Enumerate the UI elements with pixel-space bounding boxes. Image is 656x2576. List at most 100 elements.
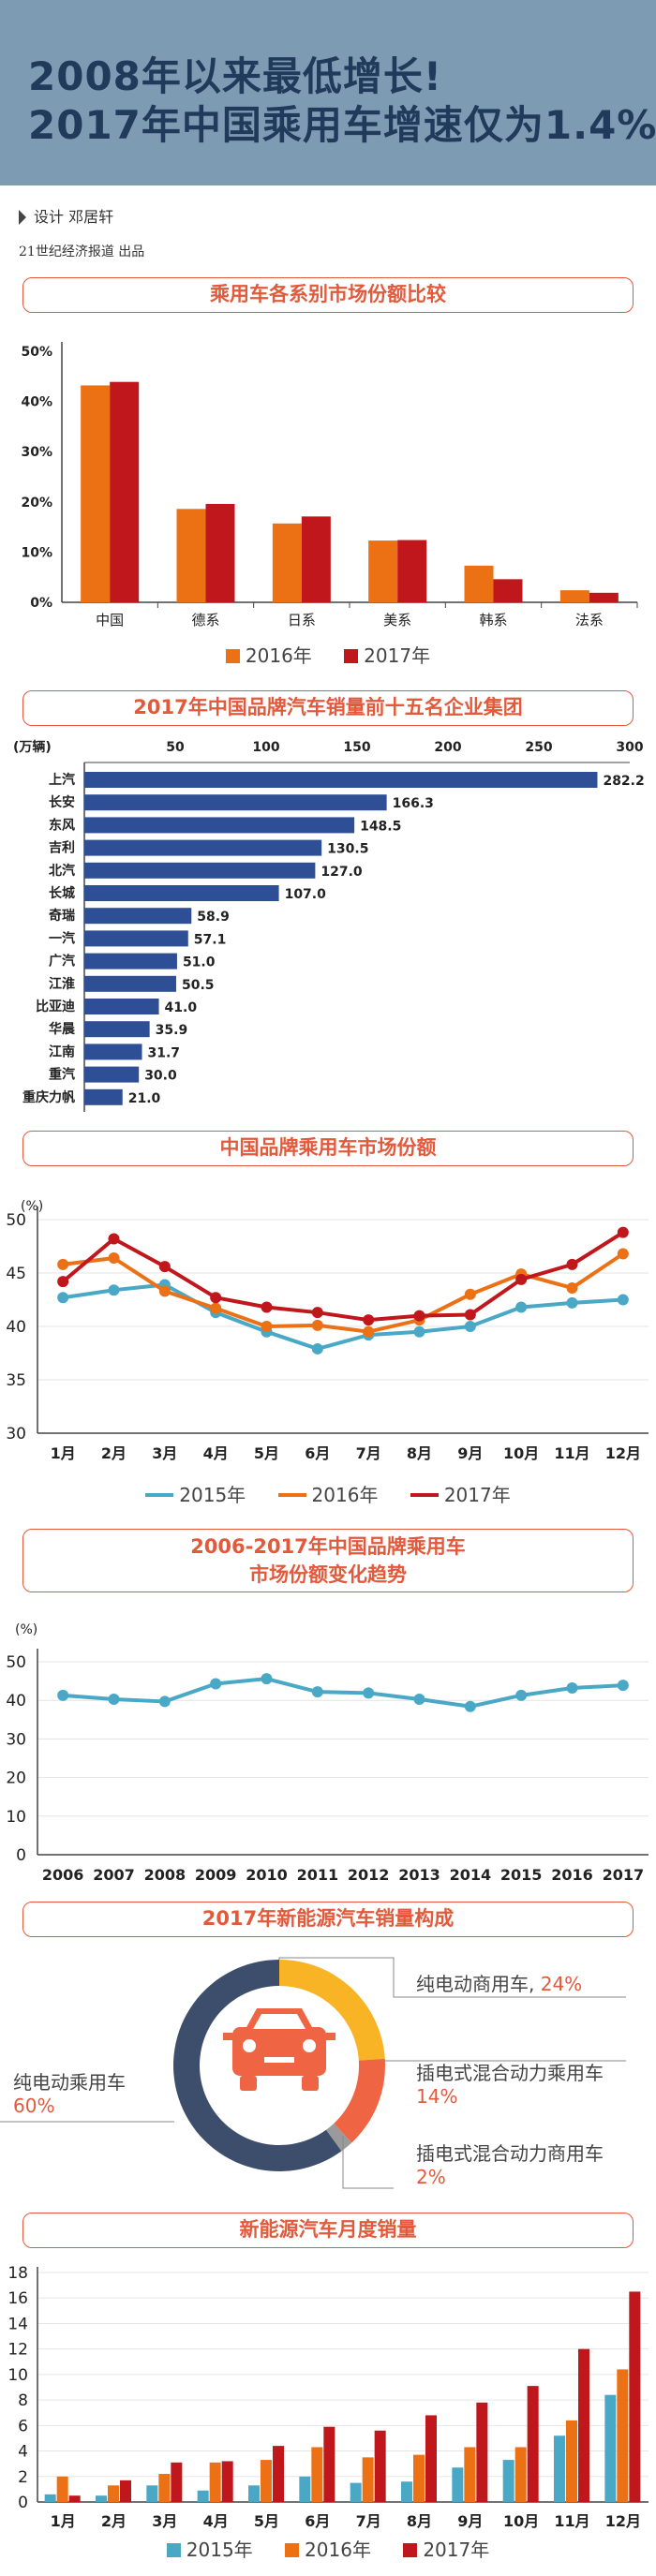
data-point-2016年-11月 (566, 1281, 578, 1294)
donut-label-name: 纯电动商用车, (416, 1973, 535, 1995)
bar-2016年-日系 (272, 523, 302, 602)
page-title-line1: 2008年以来最低增长! (28, 53, 443, 99)
y-tick-label: 40% (21, 395, 52, 410)
bar-2017年-1月 (68, 2495, 81, 2502)
x-tick-label: 8月 (407, 2512, 432, 2530)
data-point-中国品牌-2012 (363, 1687, 375, 1699)
category-label: 北汽 (49, 863, 75, 879)
y-tick-label: 30% (21, 445, 52, 460)
bar-2015年-5月 (248, 2485, 260, 2502)
donut-label-phev-passenger: 插电式混合动力乘用车 14% (416, 2058, 604, 2108)
bar-2015年-3月 (146, 2485, 158, 2502)
y-tick-label: 50% (21, 345, 52, 360)
data-point-2017年-6月 (311, 1307, 323, 1319)
bar-2017年-12月 (629, 2291, 641, 2502)
legend-item-2015: 2015年 (166, 2535, 253, 2562)
legend-label: 2016年 (245, 644, 312, 667)
data-point-中国品牌-2010 (261, 1673, 273, 1685)
section-title-line2: 市场份额变化趋势 (249, 1563, 407, 1586)
value-label: 148.5 (360, 819, 401, 834)
x-tick-label: 12月 (605, 2512, 641, 2530)
bar-2015年-6月 (299, 2476, 311, 2502)
bar-2016年-中国 (81, 385, 111, 602)
y-tick-label: 0 (18, 2494, 28, 2512)
x-tick-label: 2013 (398, 1866, 440, 1884)
category-label: 江淮 (49, 976, 75, 992)
value-label: 51.0 (183, 955, 216, 970)
bar-2017年-韩系 (493, 579, 523, 602)
value-label: 35.9 (156, 1023, 188, 1038)
x-tick-label: 韩系 (479, 612, 507, 629)
data-point-中国品牌-2007 (108, 1693, 120, 1705)
x-tick-label: 德系 (191, 612, 219, 629)
value-label: 41.0 (165, 1000, 198, 1015)
y-tick-label: 10 (6, 1808, 26, 1827)
bar-奇瑞 (84, 908, 192, 925)
legend-swatch (285, 2543, 300, 2557)
y-tick-label: 30 (6, 1425, 26, 1443)
bar-东风 (84, 817, 355, 834)
x-tick-label: 4月 (203, 1444, 229, 1462)
publisher-credit: 21世纪经济报道 出品 (19, 244, 145, 259)
bar-2017年-5月 (273, 2446, 284, 2502)
nev-monthly-chart: 0 2 4 6 8 10 12 14 16 18 1月 2月 3月 4月 5月 6月 7月 8月 9月 10月 11月 1… (7, 2264, 649, 2530)
data-point-中国品牌-2011 (311, 1686, 323, 1698)
y-tick-label: 50 (6, 1211, 26, 1230)
donut-slice-纯电动商用车 (279, 1960, 385, 2061)
bar-广汽 (84, 953, 177, 970)
leader-line (342, 2136, 394, 2189)
data-point-2017年-7月 (363, 1314, 375, 1326)
value-label: 130.5 (327, 842, 368, 857)
data-point-2017年-8月 (413, 1310, 425, 1322)
data-point-2017年-4月 (210, 1292, 222, 1304)
legend-item-2016: 2016年 (225, 641, 312, 668)
y-tick-label: 12 (7, 2341, 28, 2360)
x-tick-label: 2010 (246, 1866, 288, 1884)
section-title-nev-composition: 2017年新能源汽车销量构成 (22, 1902, 634, 1937)
data-point-2015年-10月 (515, 1301, 528, 1313)
x-tick-label: 12月 (605, 1444, 641, 1462)
category-label: 一汽 (49, 930, 75, 946)
unit-label: (万辆) (13, 739, 52, 755)
donut-slice-插电式混合动力乘用车 (334, 2058, 385, 2143)
bar-2017年-4月 (221, 2461, 233, 2502)
y-tick-label: 16 (7, 2289, 28, 2308)
y-axis-unit: (%) (15, 1622, 37, 1637)
x-tick-label: 日系 (288, 612, 316, 629)
legend-item-2017: 2017年 (410, 1480, 511, 1507)
bar-2016年-9月 (464, 2447, 476, 2502)
data-point-2017年-5月 (261, 1301, 273, 1313)
value-label: 31.7 (147, 1045, 180, 1060)
data-point-2016年-2月 (108, 1252, 120, 1265)
legend-swatch (410, 1493, 439, 1497)
series-line-中国品牌 (63, 1677, 623, 1709)
legend-label: 2015年 (186, 2539, 253, 2561)
data-point-2017年-2月 (108, 1233, 120, 1245)
category-label: 比亚迪 (36, 999, 75, 1014)
x-tick-label: 1月 (51, 2512, 76, 2530)
category-label: 江南 (49, 1044, 75, 1059)
bar-2015年-2月 (96, 2495, 107, 2502)
bar-2016年-5月 (261, 2460, 272, 2502)
data-point-2016年-12月 (617, 1248, 629, 1260)
y-tick-label: 40 (6, 1318, 26, 1337)
bar-2015年-1月 (44, 2494, 56, 2502)
x-tick-label: 2012 (348, 1866, 390, 1884)
x-tick-label: 2007 (93, 1866, 135, 1884)
legend-swatch (145, 1493, 174, 1497)
car-icon (264, 2057, 294, 2063)
category-label: 上汽 (49, 772, 75, 788)
designer-credit: 设计 邓居轩 (19, 204, 113, 227)
top15-groups-chart: (万辆) 50 100 150 200 250 300 上汽 282.2 长安 166.3 东风 148… (13, 739, 645, 1112)
x-tick-label: 6月 (305, 1444, 330, 1462)
value-label: 21.0 (128, 1091, 161, 1106)
car-icon (253, 2014, 306, 2029)
data-point-中国品牌-2013 (413, 1693, 425, 1705)
bar-上汽 (84, 772, 598, 788)
section-title-nev-monthly: 新能源汽车月度销量 (22, 2213, 634, 2248)
category-label: 长安 (49, 794, 75, 810)
bar-2016年-10月 (514, 2447, 527, 2502)
bar-2015年-10月 (502, 2460, 514, 2502)
bar-华晨 (84, 1021, 150, 1038)
